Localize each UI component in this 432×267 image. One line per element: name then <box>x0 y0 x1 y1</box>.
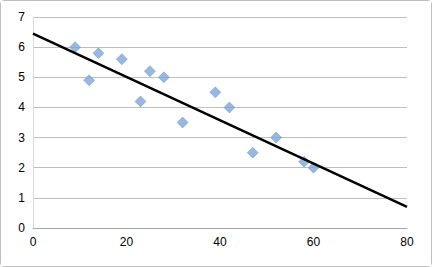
svg-text:2: 2 <box>18 161 25 175</box>
svg-text:0: 0 <box>30 235 37 249</box>
svg-text:0: 0 <box>18 221 25 235</box>
svg-text:6: 6 <box>18 40 25 54</box>
svg-text:4: 4 <box>18 100 25 114</box>
svg-text:3: 3 <box>18 131 25 145</box>
svg-text:80: 80 <box>400 235 414 249</box>
svg-text:1: 1 <box>18 191 25 205</box>
svg-text:40: 40 <box>213 235 227 249</box>
svg-text:7: 7 <box>18 10 25 24</box>
svg-text:60: 60 <box>307 235 321 249</box>
svg-text:5: 5 <box>18 70 25 84</box>
svg-text:20: 20 <box>120 235 134 249</box>
